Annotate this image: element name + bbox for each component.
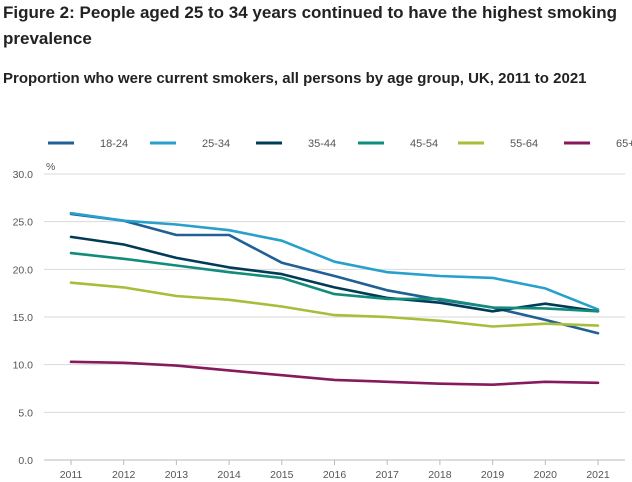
y-tick-label: 25.0: [13, 217, 34, 229]
legend-label-18-24: 18-24: [100, 138, 128, 150]
legend-label-65+: 65+: [616, 138, 632, 150]
plot-series: [69, 211, 600, 387]
series-line-55-64: [69, 281, 600, 328]
x-tick-label: 2017: [376, 469, 400, 481]
y-axis: 0.0 5.0 10.0 15.0 20.0 25.0 30.0: [13, 169, 34, 467]
y-tick-label: 30.0: [13, 169, 34, 181]
legend: 18-24 25-34 35-44 45-54 55-64 65+: [48, 138, 632, 150]
chart-title: Figure 2: People aged 25 to 34 years con…: [3, 3, 618, 48]
x-tick-label: 2011: [60, 469, 83, 481]
x-tick-label: 2015: [270, 469, 294, 481]
y-tick-label: 5.0: [18, 407, 33, 419]
x-tick-label: 2014: [217, 469, 241, 481]
y-tick-label: 20.0: [13, 264, 34, 276]
legend-label-35-44: 35-44: [308, 138, 336, 150]
legend-label-45-54: 45-54: [410, 138, 438, 150]
legend-label-55-64: 55-64: [510, 138, 538, 150]
y-tick-label: 15.0: [13, 312, 34, 324]
legend-label-25-34: 25-34: [202, 138, 230, 150]
series-line-35-44: [69, 235, 600, 313]
x-tick-label: 2019: [481, 469, 505, 481]
x-axis: 2011 2012 2013 2014 2015 2016 2017 2018 2019 2020…: [60, 460, 610, 481]
x-tick-label: 2018: [428, 469, 452, 481]
x-tick-label: 2012: [112, 469, 136, 481]
series-line-25-34: [69, 211, 600, 311]
series-line-65+: [69, 360, 600, 387]
y-tick-label: 10.0: [13, 360, 34, 372]
x-tick-label: 2020: [534, 469, 558, 481]
y-tick-label: 0.0: [18, 455, 33, 467]
chart-subtitle: Proportion who were current smokers, all…: [3, 70, 587, 87]
x-tick-label: 2016: [323, 469, 347, 481]
y-axis-unit-label: %: [46, 161, 55, 173]
x-tick-label: 2013: [165, 469, 189, 481]
series-line-45-54: [69, 251, 600, 313]
x-tick-label: 2021: [586, 469, 610, 481]
series-line-18-24: [69, 212, 600, 335]
